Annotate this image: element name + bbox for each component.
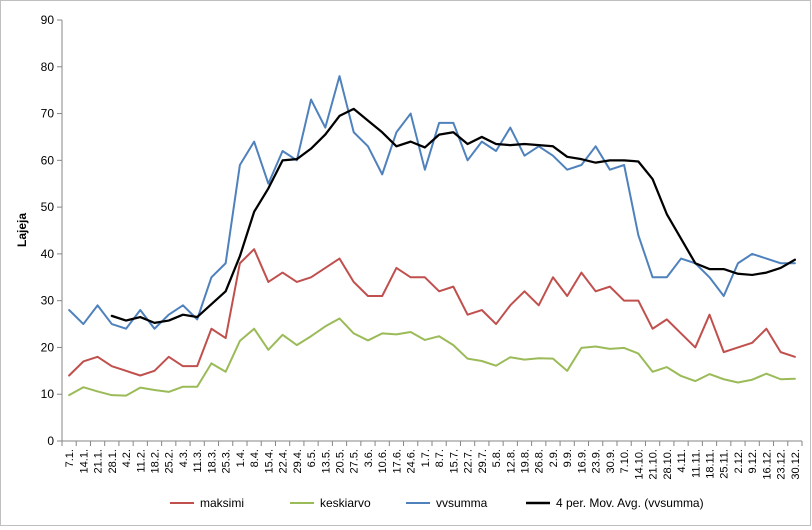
x-tick-label: 22.4. [278,449,290,473]
x-tick-label: 7.10. [619,449,631,473]
x-tick-label: 29.4. [292,449,304,473]
x-tick-label: 7.1. [64,449,76,467]
x-tick-label: 2.9. [548,449,560,467]
x-tick-label: 30.9. [605,449,617,473]
y-tick-label: 30 [41,294,55,308]
x-tick-label: 11.2. [135,449,147,473]
x-tick-label: 21.1. [93,449,105,473]
y-tick-label: 0 [47,434,54,448]
x-tick-label: 20.5. [335,449,347,473]
x-tick-label: 4.11. [676,449,688,473]
x-tick-label: 4.2. [121,449,133,467]
series-line-maksimi [68,248,796,377]
x-tick-label: 28.10. [662,449,674,480]
x-tick-label: 9.12. [747,449,759,473]
x-tick-label: 28.1. [107,449,119,473]
series-line-4-per-mov-avg-vvsumma [110,107,797,325]
x-tick-label: 16.9. [576,449,588,473]
y-tick-label: 60 [41,153,55,167]
x-tick-label: 25.2. [164,449,176,473]
y-tick-label: 90 [41,13,55,27]
series-line-vvsumma [68,75,796,330]
x-tick-label: 5.8. [491,449,503,467]
series-line-keskiarvo [68,317,796,397]
x-tick-label: 6.5. [306,449,318,467]
x-tick-label: 18.3. [206,449,218,473]
series-lines [68,75,797,397]
x-tick-label: 24.6. [406,449,418,473]
x-tick-label: 8.7. [434,449,446,467]
x-tick-label: 19.8. [520,449,532,473]
x-tick-label: 3.6. [363,449,375,467]
x-tick-label: 11.11. [690,449,702,478]
x-tick-label: 25.3. [221,449,233,473]
x-tick-label: 4.3. [178,449,190,467]
y-tick-label: 10 [41,387,55,401]
x-tick-label: 13.5. [320,449,332,473]
x-tick-label: 18.11. [705,449,717,479]
x-tick-label: 17.6. [391,449,403,473]
x-tick-label: 9.9. [562,449,574,467]
legend-label: keskiarvo [320,496,371,510]
y-tick-label: 50 [41,200,55,214]
legend: maksimi keskiarvo vvsumma 4 per. Mov. Avg. … [170,496,704,510]
x-tick-label: 14.10. [633,449,645,480]
y-tick-label: 40 [41,247,55,261]
x-tick-label: 29.7. [477,449,489,473]
x-tick-label: 15.7. [448,449,460,473]
x-tick-label: 26.8. [534,449,546,473]
x-tick-label: 8.4. [249,449,261,467]
legend-label: vvsumma [436,496,488,510]
x-tick-label: 16.12. [761,449,773,480]
y-tick-label: 80 [41,60,55,74]
x-tick-label: 12.8. [505,449,517,473]
x-tick-label: 23.12. [776,449,788,480]
x-tick-label: 15.4. [263,449,275,473]
x-tick-label: 27.5. [349,449,361,473]
x-tick-label: 22.7. [463,449,475,473]
x-tick-label: 21.10. [648,449,660,480]
x-tick-label: 10.6. [377,449,389,473]
y-tick-label: 20 [41,340,55,354]
x-tick-label: 18.2. [150,449,162,473]
y-axis: 0 10 20 30 40 50 60 70 80 90 [41,13,63,448]
legend-label: 4 per. Mov. Avg. (vvsumma) [556,496,704,510]
x-tick-label: 23.9. [591,449,603,473]
y-tick-label: 70 [41,107,55,121]
x-axis: 7.1. 14.1. 21.1. 28.1. 4.2. 11.2. 18.2. 25.2. 4.… [61,440,803,480]
legend-label: maksimi [200,496,244,510]
x-tick-label: 1.7. [420,449,432,467]
x-tick-label: 1.4. [235,449,247,467]
x-tick-label: 11.3. [192,449,204,473]
x-tick-label: 2.12. [733,449,745,473]
x-tick-label: 25.11. [719,449,731,479]
x-tick-label: 14.1. [78,449,90,473]
y-axis-label: Lajeja [15,213,29,247]
x-tick-label: 30.12. [790,449,802,480]
